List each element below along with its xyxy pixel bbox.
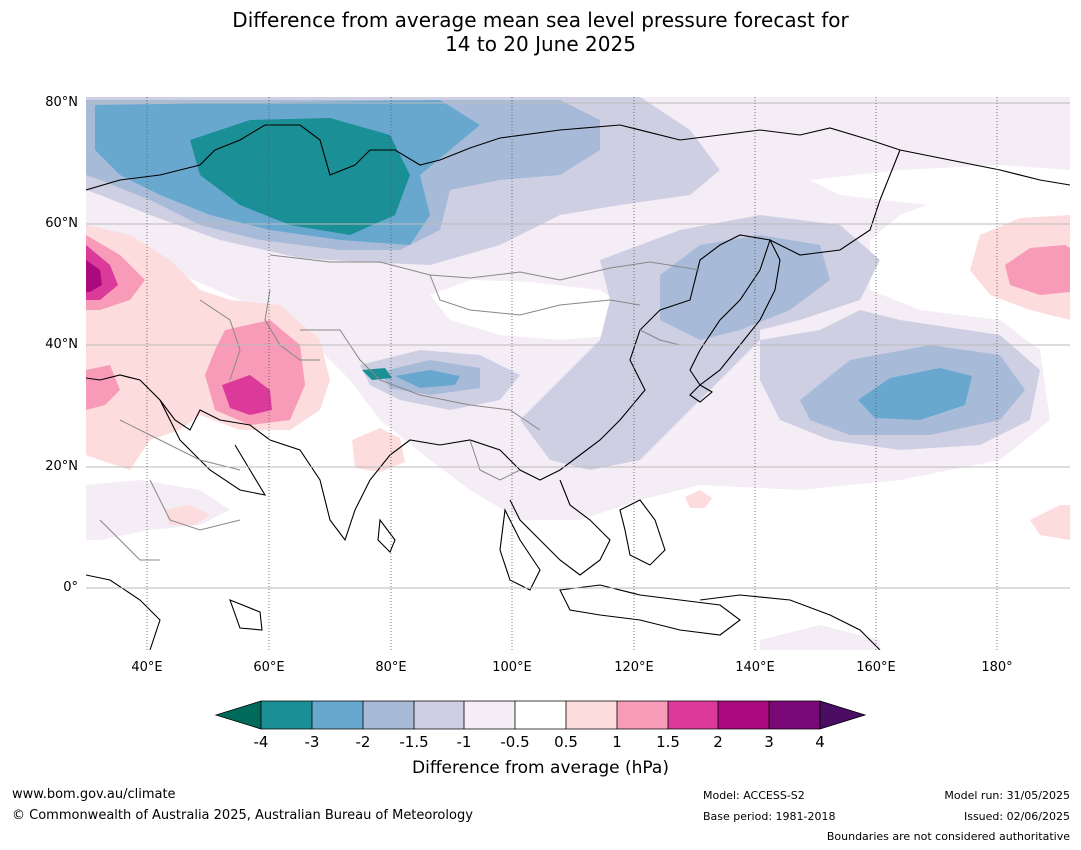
colorbar-tick: 0.5	[554, 733, 578, 751]
boundary-disclaimer: Boundaries are not considered authoritat…	[826, 830, 1070, 843]
anomaly-region-neg2-tibet	[395, 370, 460, 388]
colorbar-bin-5	[464, 701, 515, 729]
colorbar	[214, 700, 867, 730]
anomaly-region-neg2-pacific	[858, 368, 972, 420]
colorbar-tick: 2	[713, 733, 723, 751]
colorbar-extend-low	[214, 700, 262, 730]
anomaly-region-pos05-philippines-sea	[685, 490, 712, 508]
anomaly-region-pos1-pacific-north	[1005, 245, 1070, 295]
map-plot-area	[86, 97, 1070, 650]
lon-label-60e: 60°E	[253, 660, 285, 675]
colorbar-bin-7	[566, 701, 617, 729]
anomaly-region-pos05-pacific-south	[1030, 505, 1070, 540]
near-average-pacific	[810, 165, 1070, 205]
coastlines	[86, 124, 1070, 650]
title-line-1: Difference from average mean sea level p…	[232, 8, 849, 32]
lon-label-80e: 80°E	[375, 660, 407, 675]
lat-label-60n: 60°N	[45, 216, 78, 231]
lat-label-40n: 40°N	[45, 337, 78, 352]
lat-label-80n: 80°N	[45, 95, 78, 110]
colorbar-bin-1	[261, 701, 312, 729]
colorbar-tick: 1	[612, 733, 622, 751]
colorbar-tick: -0.5	[500, 733, 530, 751]
model-run-date: Model run: 31/05/2025	[944, 789, 1070, 802]
colorbar-tick: 1.5	[656, 733, 680, 751]
colorbar-tick: -2	[355, 733, 371, 751]
colorbar-bin-9	[668, 701, 718, 729]
lon-label-120e: 120°E	[614, 660, 654, 675]
anomaly-region-pos05-red-sea	[165, 505, 210, 525]
lon-label-40e: 40°E	[131, 660, 163, 675]
issued-date: Issued: 02/06/2025	[963, 810, 1070, 823]
colorbar-tick: -1	[456, 733, 472, 751]
longitude-gridlines	[146, 97, 998, 650]
map-title: Difference from average mean sea level p…	[0, 8, 1081, 56]
title-line-2: 14 to 20 June 2025	[445, 32, 636, 56]
country-boundaries	[99, 254, 701, 561]
near-average-mongolia	[430, 280, 640, 340]
colorbar-tick: 3	[764, 733, 774, 751]
copyright: © Commonwealth of Australia 2025, Austra…	[12, 808, 473, 823]
colorbar-bin-8	[617, 701, 668, 729]
latitude-gridlines	[86, 102, 1070, 589]
colorbar-tick: -3	[304, 733, 320, 751]
anomaly-region-pos05-india	[352, 428, 405, 472]
lon-label-100e: 100°E	[492, 660, 532, 675]
lon-label-180: 180°	[981, 660, 1013, 675]
anomaly-region-neg15-east	[660, 235, 830, 340]
anomaly-region-pos15-iran	[222, 375, 272, 415]
lat-label-20n: 20°N	[45, 459, 78, 474]
model-name: Model: ACCESS-S2	[703, 789, 805, 802]
anomaly-region-neg3-tibet	[362, 368, 392, 380]
colorbar-bin-4	[414, 701, 464, 729]
anomaly-region-neg3-north	[190, 118, 410, 235]
colorbar-bin-10	[718, 701, 769, 729]
bom-url: www.bom.gov.au/climate	[12, 787, 176, 802]
colorbar-bin-11	[769, 701, 820, 729]
base-period: Base period: 1981-2018	[703, 810, 836, 823]
anomaly-region-lavender-east	[760, 625, 880, 650]
colorbar-extend-high	[819, 700, 867, 730]
lon-label-160e: 160°E	[856, 660, 896, 675]
colorbar-bin-2	[312, 701, 363, 729]
colorbar-tick: -1.5	[399, 733, 429, 751]
colorbar-tick: -4	[253, 733, 269, 751]
colorbar-title: Difference from average (hPa)	[412, 758, 669, 778]
anomaly-region-pos2-west	[86, 260, 102, 292]
colorbar-bin-3	[363, 701, 414, 729]
lon-label-140e: 140°E	[735, 660, 775, 675]
colorbar-bin-6	[515, 701, 566, 729]
colorbar-tick: 4	[815, 733, 825, 751]
anomaly-region-pos1-arabia	[86, 365, 120, 410]
lat-label-0: 0°	[63, 580, 78, 595]
